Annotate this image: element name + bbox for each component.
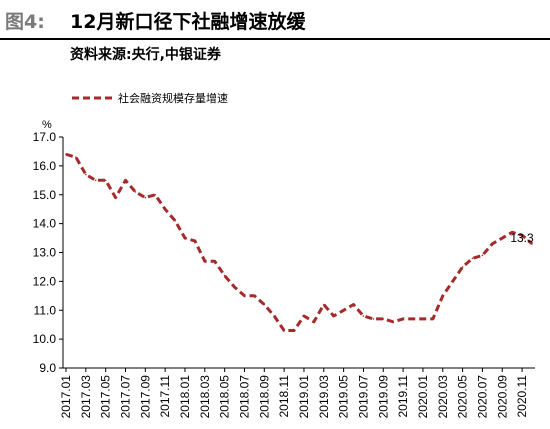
figure-label: 图4: (5, 11, 45, 33)
data-point (154, 194, 156, 196)
data-point (124, 179, 127, 182)
data-point (471, 257, 474, 260)
x-tick-label: 2018.05 (218, 375, 232, 419)
data-point (531, 243, 533, 245)
data-point (382, 318, 385, 320)
header-rule (0, 38, 550, 40)
data-point (362, 315, 365, 317)
data-point (432, 318, 434, 320)
data-point (402, 318, 404, 320)
data-point (114, 196, 117, 199)
x-tick-label: 2020.03 (436, 375, 450, 419)
data-point (144, 196, 147, 199)
data-point (501, 237, 504, 239)
data-point (521, 234, 523, 236)
x-tick-label: 2018.03 (198, 375, 212, 419)
figure-header: 图4: 12月新口径下社融增速放缓 资料来源:央行,中银证券 (0, 0, 550, 63)
data-point (422, 318, 424, 320)
data-point (134, 191, 137, 193)
data-point (85, 173, 87, 176)
x-tick-label: 2019.09 (376, 375, 390, 419)
y-tick-label: 15.0 (33, 188, 57, 202)
data-point (451, 280, 454, 283)
data-point (511, 231, 513, 234)
y-tick-label: 16.0 (33, 159, 57, 173)
data-label: 13.3 (510, 231, 534, 245)
data-point (104, 179, 107, 182)
y-axis-unit: % (42, 119, 52, 131)
data-point (194, 240, 196, 242)
data-point (372, 318, 375, 320)
data-point (233, 286, 236, 288)
source-note: 资料来源:央行,中银证券 (70, 47, 221, 63)
x-tick-label: 2018.01 (178, 375, 192, 419)
data-point (481, 254, 484, 257)
y-tick-label: 12.0 (33, 274, 57, 288)
data-point (263, 303, 266, 306)
x-tick-label: 2017.07 (118, 375, 132, 419)
data-point (491, 243, 494, 245)
x-tick-label: 2019.01 (297, 375, 311, 419)
data-point (243, 295, 246, 297)
annotation-layer: 13.3 (510, 231, 534, 245)
chart-legend: 社会融资规模存量增速 (72, 91, 228, 105)
x-tick-label: 2017.11 (158, 375, 172, 418)
y-tick-label: 13.0 (33, 246, 57, 260)
series-layer (65, 152, 533, 332)
data-point (342, 309, 345, 312)
x-tick-label: 2019.07 (356, 375, 370, 419)
x-tick-label: 2018.11 (277, 375, 291, 418)
data-point (293, 329, 295, 332)
x-tick-label: 2020.09 (495, 375, 509, 419)
data-point (283, 329, 285, 332)
data-point (352, 303, 355, 306)
data-point (442, 295, 444, 297)
x-tick-label: 2020.11 (515, 375, 529, 418)
data-point (412, 318, 414, 320)
series-line (65, 152, 533, 332)
data-point (273, 315, 276, 317)
data-point (313, 321, 315, 323)
x-axis: 2017.01 2017.03 2017.05 2017.07 2017.09 2017.… (59, 367, 535, 419)
figure-title: 12月新口径下社融增速放缓 (70, 11, 306, 33)
data-point (94, 179, 97, 182)
data-point (213, 260, 216, 263)
x-tick-label: 2020.01 (416, 375, 430, 419)
y-tick-label: 11.0 (34, 303, 57, 317)
x-tick-label: 2019.03 (317, 375, 331, 419)
x-tick-label: 2020.05 (456, 375, 470, 419)
data-point (332, 315, 335, 317)
data-point (303, 315, 305, 317)
y-tick-label: 14.0 (33, 217, 57, 231)
x-tick-label: 2018.07 (237, 375, 251, 419)
x-tick-label: 2019.11 (396, 375, 410, 418)
data-point (164, 208, 166, 210)
data-point (75, 156, 77, 158)
data-point (223, 274, 226, 277)
x-tick-label: 2017.01 (59, 375, 73, 419)
y-axis: 17.0 16.0 15.0 14.0 13.0 12.0 11.0 10.0 9.0 (33, 130, 64, 375)
x-tick-label: 2020.07 (475, 375, 489, 419)
data-point (204, 260, 206, 263)
x-tick-label: 2017.05 (99, 375, 113, 419)
data-point (461, 266, 464, 268)
data-point (65, 153, 67, 156)
data-point (392, 321, 395, 323)
data-point (323, 303, 325, 306)
data-point (253, 295, 256, 297)
legend-label: 社会融资规模存量增速 (118, 91, 228, 105)
y-tick-label: 10.0 (33, 332, 57, 346)
data-point (184, 237, 186, 239)
y-tick-label: 17.0 (33, 130, 57, 144)
y-tick-label: 9.0 (39, 361, 56, 375)
x-tick-label: 2019.05 (337, 375, 351, 419)
x-tick-label: 2017.09 (138, 375, 152, 419)
data-point (174, 219, 176, 222)
x-tick-label: 2018.09 (257, 375, 271, 419)
x-tick-label: 2017.03 (79, 375, 93, 419)
